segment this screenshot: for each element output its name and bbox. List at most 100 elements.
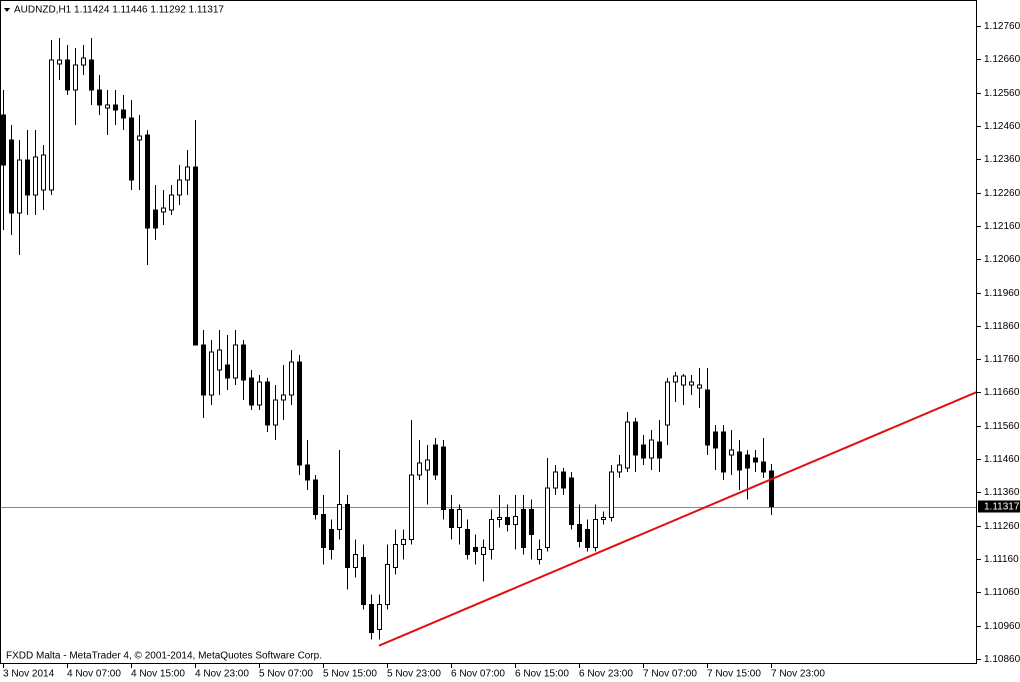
y-tick-label: 1.11460 [984, 454, 1020, 465]
candle-body [657, 441, 662, 459]
candle-body [585, 529, 590, 549]
candle-body [729, 449, 734, 456]
y-tick-label: 1.12360 [984, 154, 1020, 165]
candle-body [49, 59, 54, 191]
candle-body [153, 209, 158, 229]
candle-body [161, 207, 166, 213]
candle-body [377, 604, 382, 631]
candle-body [593, 519, 598, 549]
candle-body [289, 361, 294, 396]
candle-body [57, 59, 62, 65]
candle-body [601, 517, 606, 521]
current-price-box [978, 500, 1020, 513]
candle-body [697, 384, 702, 389]
y-tick-label: 1.12460 [984, 121, 1020, 132]
candle-body [505, 517, 510, 526]
x-tick-label: 7 Nov 23:00 [771, 669, 825, 680]
y-tick-label: 1.12060 [984, 254, 1020, 265]
y-tick-label: 1.11160 [984, 554, 1019, 565]
candle-body [121, 109, 126, 119]
candle-body [369, 604, 374, 634]
candle-body [617, 464, 622, 473]
candle-body [329, 529, 334, 551]
candle-body [673, 375, 678, 383]
candle-body [473, 547, 478, 553]
y-tick-label: 1.11560 [984, 421, 1020, 432]
candle-body [393, 544, 398, 569]
footer: FXDD Malta - MetaTrader 4, © 2001-2014, … [6, 651, 322, 662]
candle-body [481, 547, 486, 556]
y-tick-label: 1.12260 [984, 188, 1020, 199]
y-tick-label: 1.11960 [984, 288, 1020, 299]
x-tick-label: 6 Nov 15:00 [515, 669, 569, 680]
y-tick-label: 1.10960 [984, 621, 1020, 632]
candle-body [609, 471, 614, 519]
candle-body [529, 509, 534, 536]
x-tick-label: 7 Nov 07:00 [643, 669, 697, 680]
candle-body [561, 471, 566, 489]
candle-body [769, 470, 774, 508]
candle-body [321, 514, 326, 549]
candle-body [185, 166, 190, 181]
candle-body [681, 375, 686, 386]
candle-body [217, 349, 222, 371]
x-tick-label: 5 Nov 07:00 [259, 669, 313, 680]
candle-body [225, 364, 230, 379]
y-tick-label: 1.12560 [984, 88, 1020, 99]
candle-body [721, 431, 726, 473]
candle-body [145, 134, 150, 229]
y-tick-label: 1.11660 [984, 387, 1020, 398]
candle-body [353, 554, 358, 569]
plot-area [0, 37, 978, 647]
candle-body [17, 159, 22, 214]
candle-body [177, 179, 182, 196]
candle-body [25, 159, 30, 196]
candle-body [137, 135, 142, 141]
candle-body [553, 471, 558, 489]
trendline [378, 391, 978, 647]
y-tick-label: 1.12660 [984, 54, 1020, 65]
candle-body [401, 539, 406, 546]
y-tick-label: 1.11360 [984, 487, 1020, 498]
candle-body [417, 462, 422, 476]
candle-body [385, 564, 390, 606]
x-tick-label: 5 Nov 23:00 [387, 669, 441, 680]
candle-body [193, 166, 198, 346]
candle-body [73, 64, 78, 91]
candle-body [713, 431, 718, 449]
candle-body [297, 361, 302, 466]
current-price-label: 1.11317 [984, 501, 1020, 512]
candle-body [257, 381, 262, 406]
candle-body [105, 104, 110, 109]
candle-body [665, 381, 670, 426]
x-tick-label: 4 Nov 23:00 [195, 669, 249, 680]
x-tick-label: 3 Nov 2014 [3, 669, 55, 680]
candle-body [761, 461, 766, 473]
candle-body [465, 529, 470, 556]
candle-body [569, 477, 574, 526]
candle-body [337, 504, 342, 531]
candle-body [489, 519, 494, 551]
candle-body [241, 344, 246, 381]
candle-body [737, 451, 742, 471]
plot-border [0, 0, 977, 664]
candle-body [1, 114, 6, 166]
candle-body [281, 394, 286, 401]
candle-body [89, 59, 94, 91]
y-tick-label: 1.11760 [984, 354, 1020, 365]
candle-body [361, 557, 366, 606]
candle-body [313, 479, 318, 516]
y-tick-label: 1.11860 [984, 321, 1020, 332]
candle-body [233, 344, 238, 379]
candle-body [745, 454, 750, 469]
x-tick-label: 6 Nov 07:00 [451, 669, 505, 680]
y-tick-label: 1.11060 [984, 587, 1020, 598]
candle-body [345, 504, 350, 569]
y-tick-label: 1.11260 [984, 521, 1020, 532]
y-tick-label: 1.12160 [984, 221, 1020, 232]
candle-body [305, 464, 310, 481]
x-tick-label: 6 Nov 23:00 [579, 669, 633, 680]
header-icon [4, 8, 10, 12]
candle-body [433, 444, 438, 476]
